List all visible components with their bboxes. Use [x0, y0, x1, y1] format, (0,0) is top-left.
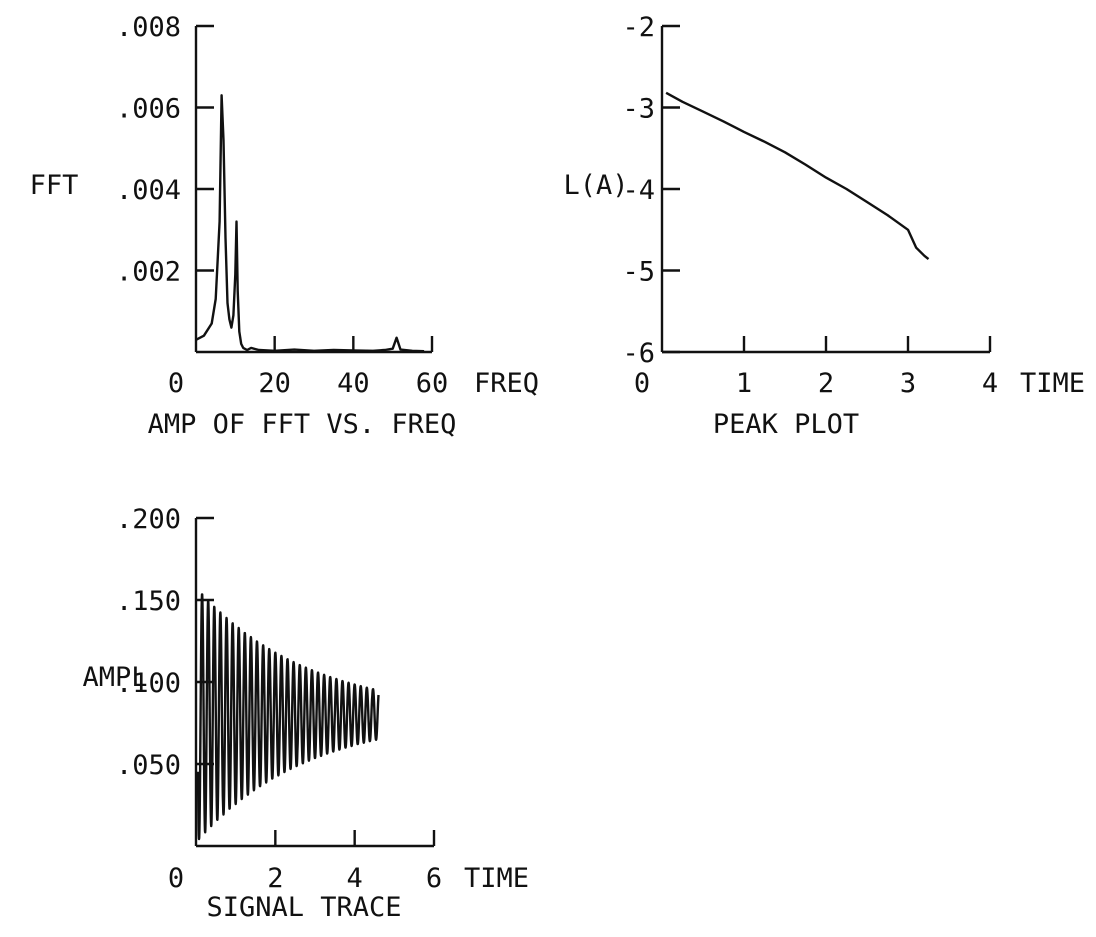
y-tick-label: .002: [116, 257, 181, 288]
x-tick-label: 40: [337, 368, 370, 399]
y-tick-label: .050: [116, 750, 181, 781]
y-axis-label: AMPL: [82, 662, 147, 693]
chart-title: SIGNAL TRACE: [206, 892, 401, 923]
y-tick-label: -6: [622, 338, 655, 369]
x-tick-label: 60: [416, 368, 449, 399]
x-tick-label: 1: [736, 368, 752, 399]
data-series-line: [196, 593, 380, 841]
x-tick-label: 0: [168, 368, 184, 399]
y-tick-label: -5: [622, 257, 655, 288]
peak-plot-chart: -6 -5 -4 -3 -2 0 1 2 3 4 L(A) TIME PEAK PLOT: [563, 12, 1085, 440]
x-tick-label: 0: [634, 368, 650, 399]
chart-title: AMP OF FFT VS. FREQ: [148, 409, 457, 440]
x-tick-label: 3: [900, 368, 916, 399]
y-tick-label: -4: [622, 175, 655, 206]
fft-amplitude-chart: .002 .004 .006 .008 0 20 40 60 FFT FREQ AMP OF FFT…: [30, 12, 539, 440]
x-tick-label: 0: [168, 863, 184, 894]
x-axis-label: TIME: [1020, 368, 1085, 399]
y-tick-label: .006: [116, 94, 181, 125]
x-axis-label: TIME: [464, 863, 529, 894]
x-tick-label: 4: [982, 368, 998, 399]
x-tick-label: 2: [818, 368, 834, 399]
y-tick-label: .150: [116, 586, 181, 617]
signal-trace-chart: .050 .100 .150 .200 0 2 4 6 AMPL TIME SIGNAL TRACE: [82, 504, 529, 923]
y-tick-label: .200: [116, 504, 181, 535]
y-tick-label: .100: [116, 668, 181, 699]
x-tick-label: 6: [426, 863, 442, 894]
y-tick-label: -2: [622, 12, 655, 43]
y-tick-label: .004: [116, 175, 181, 206]
x-axis-label: FREQ: [474, 368, 539, 399]
y-tick-label: -3: [622, 94, 655, 125]
data-series-line: [195, 94, 425, 353]
x-tick-label: 20: [258, 368, 291, 399]
y-tick-label: .008: [116, 12, 181, 43]
chart-title: PEAK PLOT: [713, 409, 859, 440]
x-tick-label: 2: [267, 863, 283, 894]
y-axis-label: FFT: [30, 170, 79, 201]
y-axis-label: L(A): [563, 170, 628, 201]
data-series-line: [665, 91, 930, 261]
x-tick-label: 4: [347, 863, 363, 894]
